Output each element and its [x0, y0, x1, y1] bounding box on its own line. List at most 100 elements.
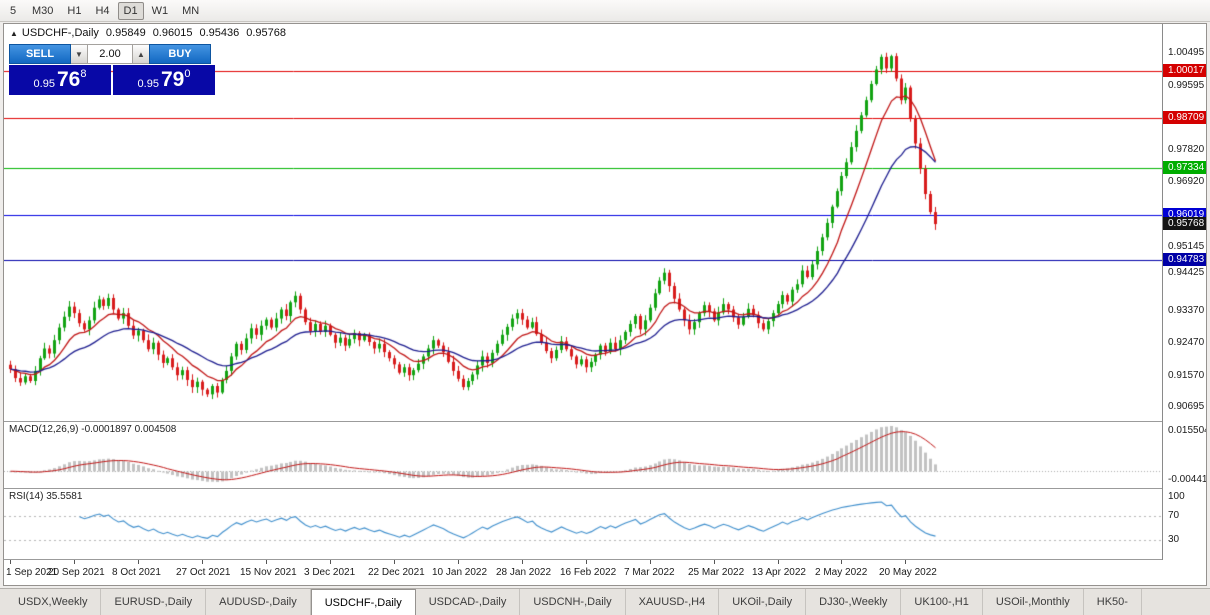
chart-tab-bar: USDX,Weekly EURUSD-,Daily AUDUSD-,Daily USD…: [0, 588, 1210, 615]
time-tick: [778, 560, 779, 564]
price-axis: 1.00495 0.99595 0.97820 0.96920 0.95145 0.944…: [1162, 24, 1207, 560]
sell-price-big: 76: [56, 68, 81, 91]
time-label: 2 May 2022: [815, 567, 868, 578]
time-label: 20 May 2022: [879, 567, 937, 578]
sell-price-prefix: 0.95: [33, 78, 55, 90]
chart-tab-usdchf-daily[interactable]: USDCHF-,Daily: [310, 589, 416, 615]
time-label: 28 Jan 2022: [496, 567, 552, 578]
chart-tab-hk50-[interactable]: HK50-: [1084, 589, 1142, 615]
buy-price-display[interactable]: 0.95 79 0: [113, 65, 215, 95]
time-tick: [458, 560, 459, 564]
price-tick-label: 0.92470: [1168, 337, 1205, 349]
buy-price-prefix: 0.95: [137, 78, 159, 90]
chart-tab-dj30-weekly[interactable]: DJ30-,Weekly: [806, 589, 902, 615]
timeframe-button-h4[interactable]: H4: [95, 4, 110, 17]
price-level-badge: 1.00017: [1163, 63, 1206, 77]
rsi-canvas[interactable]: [4, 489, 1162, 559]
price-level-badge: 0.94783: [1163, 252, 1206, 266]
chart-tab-usoil-monthly[interactable]: USOil-,Monthly: [983, 589, 1084, 615]
price-tick-label: 0.91570: [1168, 369, 1205, 381]
time-label: 22 Dec 2021: [368, 567, 425, 578]
time-label: 7 Mar 2022: [624, 567, 675, 578]
time-tick: [138, 560, 139, 564]
volume-decrease-button[interactable]: ▼: [71, 44, 87, 64]
sell-price-sup: 8: [80, 68, 87, 80]
time-label: 25 Mar 2022: [688, 567, 745, 578]
timeframe-buttons: 5 M30 H1 H4 D1 W1 MN: [0, 0, 207, 22]
time-axis: 1 Sep 2021 20 Sep 2021 8 Oct 2021 27 Oct 20…: [4, 560, 1206, 585]
chart-tab-usdx-weekly[interactable]: USDX,Weekly: [5, 589, 102, 615]
buy-button[interactable]: BUY: [149, 44, 211, 64]
time-tick: [905, 560, 906, 564]
timeframe-button-mn[interactable]: MN: [182, 4, 200, 17]
chart-tab-audusd-daily[interactable]: AUDUSD-,Daily: [206, 589, 311, 615]
price-level-badge: 0.97334: [1163, 160, 1206, 174]
time-tick: [266, 560, 267, 564]
time-tick: [586, 560, 587, 564]
buy-price-sup: 0: [184, 68, 191, 80]
timeframe-button-w1[interactable]: W1: [151, 4, 169, 17]
time-label: 27 Oct 2021: [176, 567, 231, 578]
price-tick-label: 0.93370: [1168, 304, 1205, 316]
volume-input[interactable]: 2.00: [87, 44, 133, 64]
time-tick: [202, 560, 203, 564]
ohlc-open: 0.95849: [105, 27, 146, 39]
chart-window: ▲ USDCHF-,Daily 0.95849 0.96015 0.95436 0.957…: [3, 23, 1207, 586]
panel-separator: [4, 559, 1206, 560]
price-tick-label: 0.96920: [1168, 176, 1205, 188]
buy-price-big: 79: [160, 68, 185, 91]
chart-tab-ukoil-daily[interactable]: UKOil-,Daily: [719, 589, 807, 615]
macd-label: MACD(12,26,9) -0.0001897 0.004508: [9, 424, 177, 435]
macd-axis-label: -0.0044118: [1168, 474, 1207, 485]
time-tick: [650, 560, 651, 564]
time-tick: [74, 560, 75, 564]
panel-separator: [4, 488, 1206, 489]
time-tick: [841, 560, 842, 564]
volume-increase-button[interactable]: ▲: [133, 44, 149, 64]
price-tick-label: 0.99595: [1168, 79, 1205, 91]
chart-tab-xauusd-h4[interactable]: XAUUSD-,H4: [626, 589, 720, 615]
price-tick-label: 0.95145: [1168, 240, 1205, 252]
price-tick-label: 0.94425: [1168, 266, 1205, 278]
sell-price-display[interactable]: 0.95 76 8: [9, 65, 111, 95]
trade-panel-toggle-icon[interactable]: ▲: [10, 29, 18, 38]
macd-axis-label: 0.0155040: [1168, 425, 1206, 436]
time-tick: [330, 560, 331, 564]
time-label: 20 Sep 2021: [48, 567, 105, 578]
time-label: 8 Oct 2021: [112, 567, 161, 578]
timeframe-button-5[interactable]: 5: [9, 4, 17, 17]
time-label: 16 Feb 2022: [560, 567, 617, 578]
timeframe-button-h1[interactable]: H1: [67, 4, 82, 17]
price-tick-label: 0.90695: [1168, 401, 1205, 413]
chart-symbol-label: USDCHF-,Daily: [21, 27, 99, 39]
ohlc-close: 0.95768: [246, 27, 286, 39]
time-label: 3 Dec 2021: [304, 567, 356, 578]
chart-tab-usdcad-daily[interactable]: USDCAD-,Daily: [416, 589, 521, 615]
price-tick-label: 0.97820: [1168, 143, 1205, 155]
panel-separator: [4, 421, 1206, 422]
price-tick-label: 1.00495: [1168, 47, 1205, 59]
timeframe-button-d1[interactable]: D1: [117, 1, 144, 20]
rsi-axis-label: 100: [1168, 491, 1185, 502]
time-tick: [714, 560, 715, 564]
macd-canvas[interactable]: [4, 422, 1162, 488]
time-tick: [522, 560, 523, 564]
price-level-badge: 0.95768: [1163, 217, 1206, 231]
timeframe-toolbar: 5 M30 H1 H4 D1 W1 MN: [0, 0, 1210, 22]
chart-tab-uk100-h1[interactable]: UK100-,H1: [901, 589, 983, 615]
time-label: 10 Jan 2022: [432, 567, 488, 578]
ohlc-low: 0.95436: [199, 27, 240, 39]
rsi-axis-label: 30: [1168, 534, 1180, 546]
trade-controls-row: SELL ▼ 2.00 ▲ BUY: [9, 44, 215, 64]
rsi-label: RSI(14) 35.5581: [9, 491, 83, 502]
ohlc-high: 0.96015: [152, 27, 193, 39]
timeframe-button-m30[interactable]: M30: [32, 4, 54, 17]
sell-button[interactable]: SELL: [9, 44, 71, 64]
trade-prices-row: 0.95 76 8 0.95 79 0: [9, 65, 215, 95]
time-tick: [394, 560, 395, 564]
price-level-badge: 0.98709: [1163, 110, 1206, 124]
one-click-trading-panel: SELL ▼ 2.00 ▲ BUY 0.95 76 8 0.95 79 0: [9, 44, 215, 95]
chart-tab-usdcnh-daily[interactable]: USDCNH-,Daily: [520, 589, 626, 615]
chart-tab-eurusd-daily[interactable]: EURUSD-,Daily: [101, 589, 207, 615]
